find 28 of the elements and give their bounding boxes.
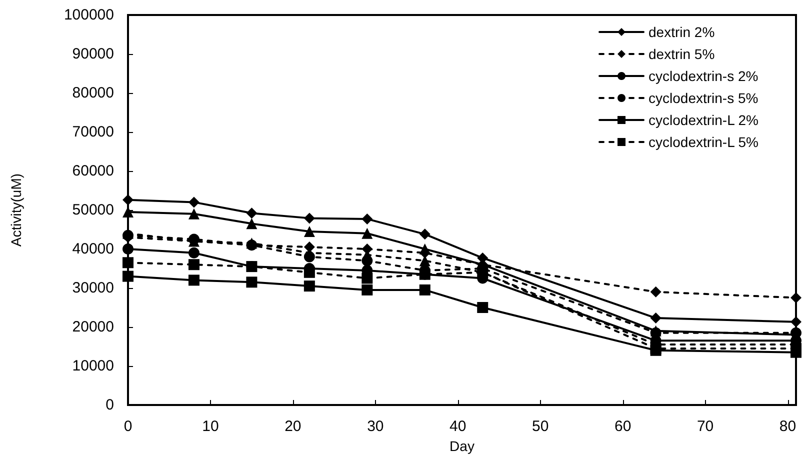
x-tick-label: 30 xyxy=(367,418,384,435)
x-tick-label: 40 xyxy=(450,418,466,435)
y-tick-label: 40000 xyxy=(72,240,114,258)
legend-label: cyclodextrin-L 2% xyxy=(648,112,758,128)
x-tick-label: 0 xyxy=(124,418,132,435)
y-tick-label: 10000 xyxy=(72,358,114,374)
x-tick-label: 20 xyxy=(284,418,302,435)
legend-label: cyclodextrin-L 5% xyxy=(648,134,758,150)
y-tick-label: 20000 xyxy=(72,318,114,336)
y-tick-label: 50000 xyxy=(72,202,114,218)
y-axis-title: Activity(uM) xyxy=(8,173,24,247)
legend-label: cyclodextrin-s 5% xyxy=(648,90,758,106)
y-tick-label: 60000 xyxy=(72,162,114,180)
y-tick-label: 0 xyxy=(106,396,114,414)
x-tick-label: 60 xyxy=(614,418,632,435)
y-tick-label: 100000 xyxy=(64,6,114,24)
x-tick-label: 50 xyxy=(532,418,549,435)
legend-label: cyclodextrin-s 2% xyxy=(648,68,758,84)
x-tick-label: 80 xyxy=(779,418,796,435)
x-axis-title: Day xyxy=(450,438,474,454)
y-tick-label: 70000 xyxy=(72,124,114,140)
x-tick-label: 70 xyxy=(696,418,714,435)
x-tick-label: 10 xyxy=(202,418,219,435)
legend-label: dextrin 5% xyxy=(648,46,715,62)
y-tick-label: 30000 xyxy=(72,280,114,296)
y-tick-label: 90000 xyxy=(72,46,114,62)
y-tick-label: 80000 xyxy=(72,84,114,102)
legend-label: dextrin 2% xyxy=(648,24,715,40)
